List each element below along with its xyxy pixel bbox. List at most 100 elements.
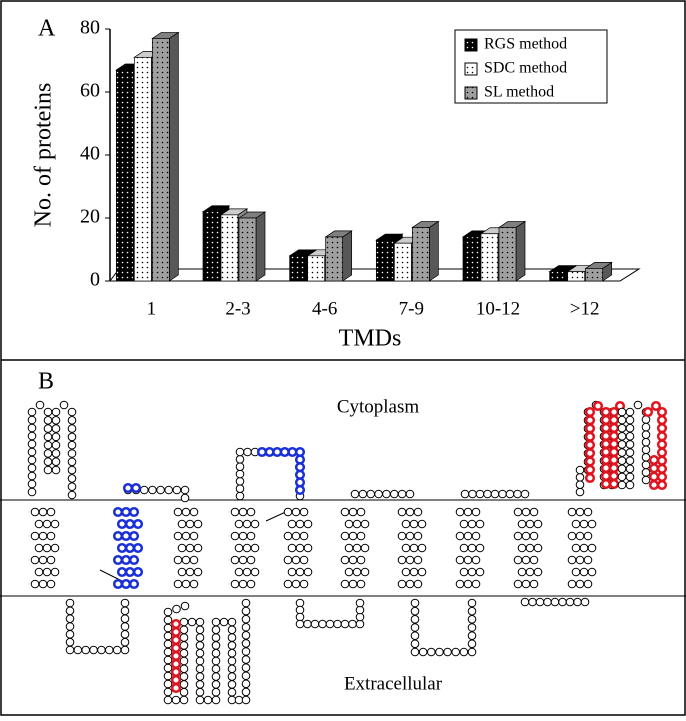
residue (30, 579, 40, 589)
residue (625, 440, 635, 449)
residue (51, 424, 61, 433)
residue (608, 478, 620, 490)
residue (410, 598, 420, 608)
residue (67, 457, 77, 467)
residue (513, 507, 523, 517)
residue (38, 507, 48, 517)
residue (148, 485, 157, 495)
residue (30, 531, 40, 541)
residue (656, 455, 668, 466)
residue (409, 543, 419, 553)
residue (625, 415, 635, 425)
residue (242, 543, 252, 553)
residue (413, 507, 423, 517)
residue (567, 507, 577, 517)
bar (549, 271, 568, 282)
residue (355, 612, 365, 622)
residue (608, 414, 620, 426)
residue (571, 543, 581, 553)
residue (575, 465, 585, 475)
residue (625, 407, 635, 417)
residue (235, 491, 245, 501)
residue (238, 579, 248, 589)
residue (65, 606, 75, 616)
residue (608, 470, 620, 482)
legend-box (454, 29, 608, 104)
residue (405, 531, 415, 541)
residue (344, 519, 354, 529)
residue (246, 507, 256, 517)
residue (459, 519, 469, 529)
residue (625, 423, 635, 433)
residue (295, 598, 305, 608)
x-axis-label: TMDs (339, 326, 402, 352)
residue (241, 647, 251, 656)
residue (587, 543, 597, 553)
residue (475, 543, 485, 553)
residue (43, 457, 53, 467)
bar-side (428, 220, 439, 282)
residue (38, 579, 48, 589)
residue (405, 555, 415, 565)
residue (600, 462, 612, 474)
residue (170, 618, 182, 630)
residue (180, 493, 190, 503)
residue (318, 619, 327, 629)
bar (585, 268, 604, 282)
residue (211, 641, 221, 650)
residue (181, 579, 191, 589)
residue (241, 655, 251, 664)
residue (179, 625, 189, 635)
residue (163, 671, 173, 681)
residue (303, 619, 312, 629)
legend-label: SDC method (484, 60, 567, 77)
residue (641, 460, 651, 470)
residue (241, 631, 251, 640)
residue (234, 567, 244, 577)
residue (467, 647, 477, 657)
residue (46, 531, 56, 541)
residue (230, 579, 240, 589)
residue (67, 416, 77, 425)
residue (299, 555, 309, 565)
residue (43, 415, 53, 425)
residue (455, 579, 465, 589)
residue (413, 555, 423, 565)
residue (246, 531, 256, 541)
residue (211, 625, 221, 635)
residue (389, 489, 399, 499)
residue (42, 543, 52, 553)
residue (471, 555, 481, 565)
residue (179, 641, 189, 650)
residue (181, 555, 191, 565)
residue (584, 472, 596, 484)
residue (171, 695, 181, 705)
residue (164, 485, 174, 495)
residue (295, 543, 305, 553)
residue (227, 664, 237, 674)
residue (617, 415, 627, 425)
residue (181, 507, 191, 517)
residue (295, 612, 305, 622)
residue (600, 454, 612, 466)
residue (410, 623, 420, 632)
residue (287, 519, 297, 529)
residue (625, 472, 635, 482)
residue (241, 598, 251, 608)
residue (181, 531, 191, 541)
residue (43, 432, 53, 442)
residue (521, 507, 531, 517)
residue (299, 579, 309, 589)
residue (410, 615, 420, 624)
residue (397, 489, 407, 499)
residue (600, 430, 612, 442)
residue (120, 554, 132, 566)
legend-label: RGS method (484, 36, 567, 53)
residue (600, 470, 612, 482)
residue (455, 531, 465, 541)
residue (533, 519, 543, 529)
residue (529, 507, 539, 517)
bar (151, 38, 170, 282)
residue (352, 519, 362, 529)
residue (295, 567, 305, 577)
